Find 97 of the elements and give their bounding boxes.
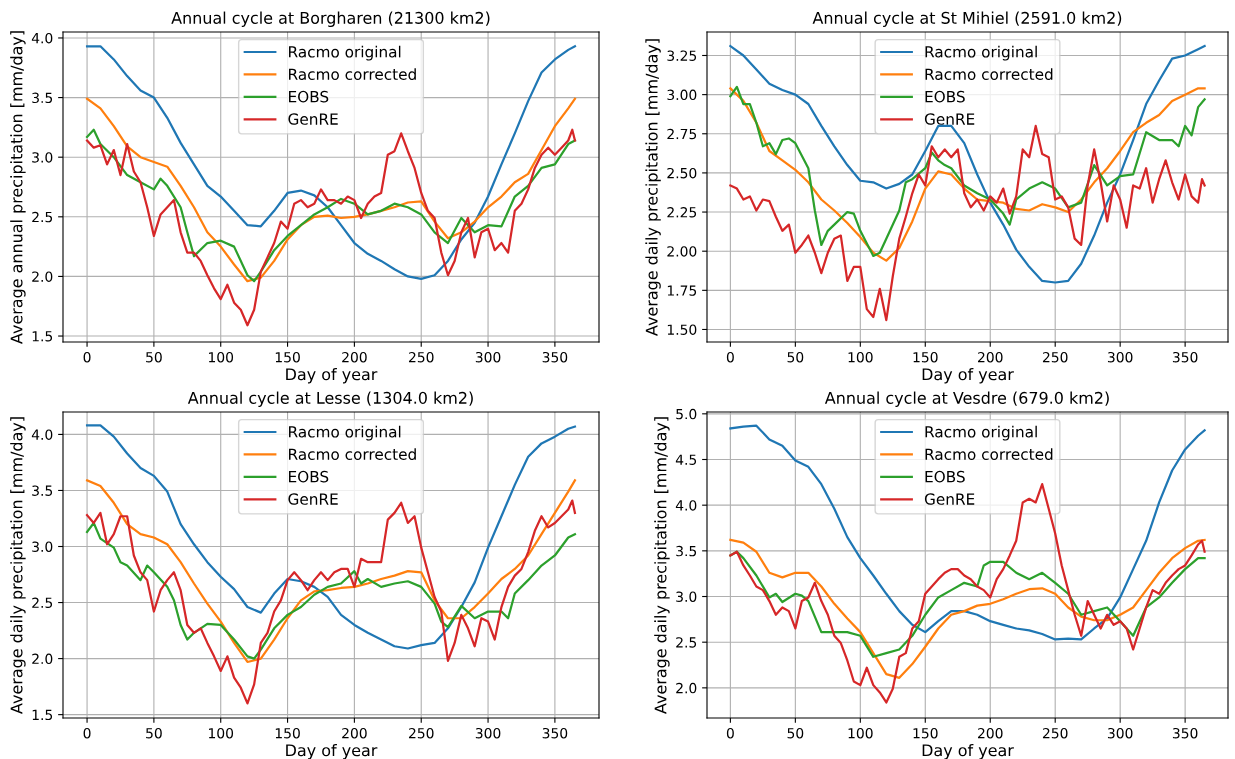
y-tick-label: 2.25: [667, 207, 697, 218]
x-tick-label: 50: [146, 727, 162, 739]
x-axis-title: Day of year: [286, 367, 378, 384]
y-tick-label: 2.0: [676, 682, 697, 694]
y-tick-label: 3.00: [667, 89, 697, 101]
y-axis-title: Average daily precipitation [mm/day]: [645, 39, 661, 336]
legend-label: EOBS: [289, 90, 329, 103]
y-tick-label: 3.5: [32, 485, 53, 496]
y-tick-label: 1.5: [32, 709, 53, 721]
y-tick-label: 3.0: [32, 152, 53, 163]
y-tick-label: 1.75: [667, 285, 697, 296]
x-tick-label: 350: [542, 727, 568, 739]
y-tick-label: 2.5: [32, 211, 53, 223]
y-tick-label: 3.25: [667, 50, 697, 61]
x-tick-label: 300: [475, 351, 501, 363]
x-tick-label: 150: [913, 351, 938, 363]
line-series: [85, 45, 577, 280]
legend-label: EOBS: [925, 470, 965, 483]
x-tick-label: 50: [787, 351, 804, 363]
legend-label: Racmo corrected: [289, 68, 416, 80]
x-tick-label: 200: [978, 351, 1003, 363]
x-tick-label: 0: [83, 351, 91, 363]
line-series: [729, 424, 1206, 641]
y-tick-label: 2.50: [667, 167, 697, 179]
legend-label: Racmo corrected: [289, 448, 416, 460]
y-tick-label: 5.0: [676, 408, 697, 420]
y-tick-label: 2.5: [32, 597, 53, 609]
x-tick-label: 250: [408, 727, 434, 739]
chart-title: Annual cycle at Borgharen (21300 km2): [171, 11, 490, 27]
chart-title: Annual cycle at St Mihiel (2591.0 km2): [812, 11, 1122, 27]
y-tick-label: 2.5: [676, 637, 697, 648]
legend-label: GenRE: [288, 493, 338, 505]
x-tick-label: 300: [1107, 351, 1133, 363]
x-tick-label: 50: [146, 351, 162, 363]
y-tick-label: 4.0: [31, 32, 53, 44]
y-tick-label: 2.0: [32, 653, 53, 665]
x-tick-label: 150: [275, 351, 300, 363]
line-series: [85, 128, 577, 283]
x-tick-label: 0: [726, 351, 734, 363]
legend-label: GenRE: [924, 113, 975, 125]
y-tick-label: 3.0: [676, 591, 697, 602]
y-tick-label: 2.75: [667, 128, 697, 140]
x-tick-label: 100: [848, 727, 873, 739]
line-series: [85, 128, 577, 327]
legend-label: Racmo original: [289, 45, 401, 61]
x-axis-title: Day of year: [922, 367, 1014, 384]
x-tick-label: 250: [408, 351, 434, 363]
legend-label: Racmo original: [925, 45, 1037, 61]
line-series: [85, 521, 577, 660]
x-tick-label: 300: [475, 727, 501, 739]
x-tick-label: 0: [726, 727, 734, 739]
legend-label: GenRE: [288, 113, 338, 125]
line-series: [729, 124, 1206, 322]
legend-label: Racmo corrected: [925, 448, 1053, 460]
x-tick-label: 50: [787, 727, 804, 739]
legend-label: EOBS: [289, 470, 329, 483]
y-tick-label: 1.5: [32, 331, 53, 342]
x-tick-label: 300: [1107, 727, 1133, 739]
y-axis-title: Average daily precipitation [mm/day]: [10, 417, 26, 714]
legend-label: GenRE: [924, 493, 975, 505]
chart-title: Annual cycle at Lesse (1304.0 km2): [187, 391, 473, 407]
x-tick-label: 250: [1042, 727, 1068, 739]
y-tick-label: 4.0: [675, 500, 697, 511]
y-tick-label: 3.5: [676, 545, 697, 557]
x-tick-label: 150: [275, 727, 300, 739]
x-tick-label: 100: [209, 351, 234, 363]
x-tick-label: 150: [913, 727, 938, 739]
line-series: [729, 483, 1206, 704]
x-tick-label: 350: [1172, 351, 1198, 363]
legend-label: EOBS: [925, 90, 965, 103]
line-series: [729, 44, 1206, 284]
y-tick-label: 2.00: [667, 246, 697, 257]
y-tick-label: 3.0: [32, 541, 53, 552]
chart-title: Annual cycle at Vesdre (679.0 km2): [824, 391, 1109, 407]
x-tick-label: 350: [1172, 727, 1198, 739]
legend-label: Racmo corrected: [925, 68, 1053, 80]
x-axis-title: Day of year: [922, 743, 1014, 759]
x-axis-title: Day of year: [286, 743, 378, 759]
x-tick-label: 100: [209, 727, 234, 739]
x-tick-label: 200: [978, 727, 1003, 739]
y-axis-title: Average annual precipitation [mm/day]: [10, 31, 26, 344]
x-tick-label: 0: [83, 727, 91, 739]
x-tick-label: 200: [342, 727, 367, 739]
y-tick-label: 3.5: [32, 92, 53, 104]
x-tick-label: 350: [542, 351, 568, 363]
y-axis-title: Average daily precipitation [mm/day]: [654, 417, 670, 714]
legend-label: Racmo original: [289, 425, 401, 441]
x-tick-label: 200: [342, 351, 367, 363]
y-tick-label: 2.0: [32, 271, 53, 282]
y-tick-label: 4.0: [31, 429, 53, 440]
x-tick-label: 100: [848, 351, 873, 363]
line-series: [729, 538, 1206, 679]
line-series: [85, 424, 577, 650]
y-tick-label: 4.5: [675, 454, 697, 465]
y-tick-label: 1.50: [667, 324, 697, 335]
x-tick-label: 250: [1042, 351, 1068, 363]
legend-label: Racmo original: [925, 425, 1037, 441]
